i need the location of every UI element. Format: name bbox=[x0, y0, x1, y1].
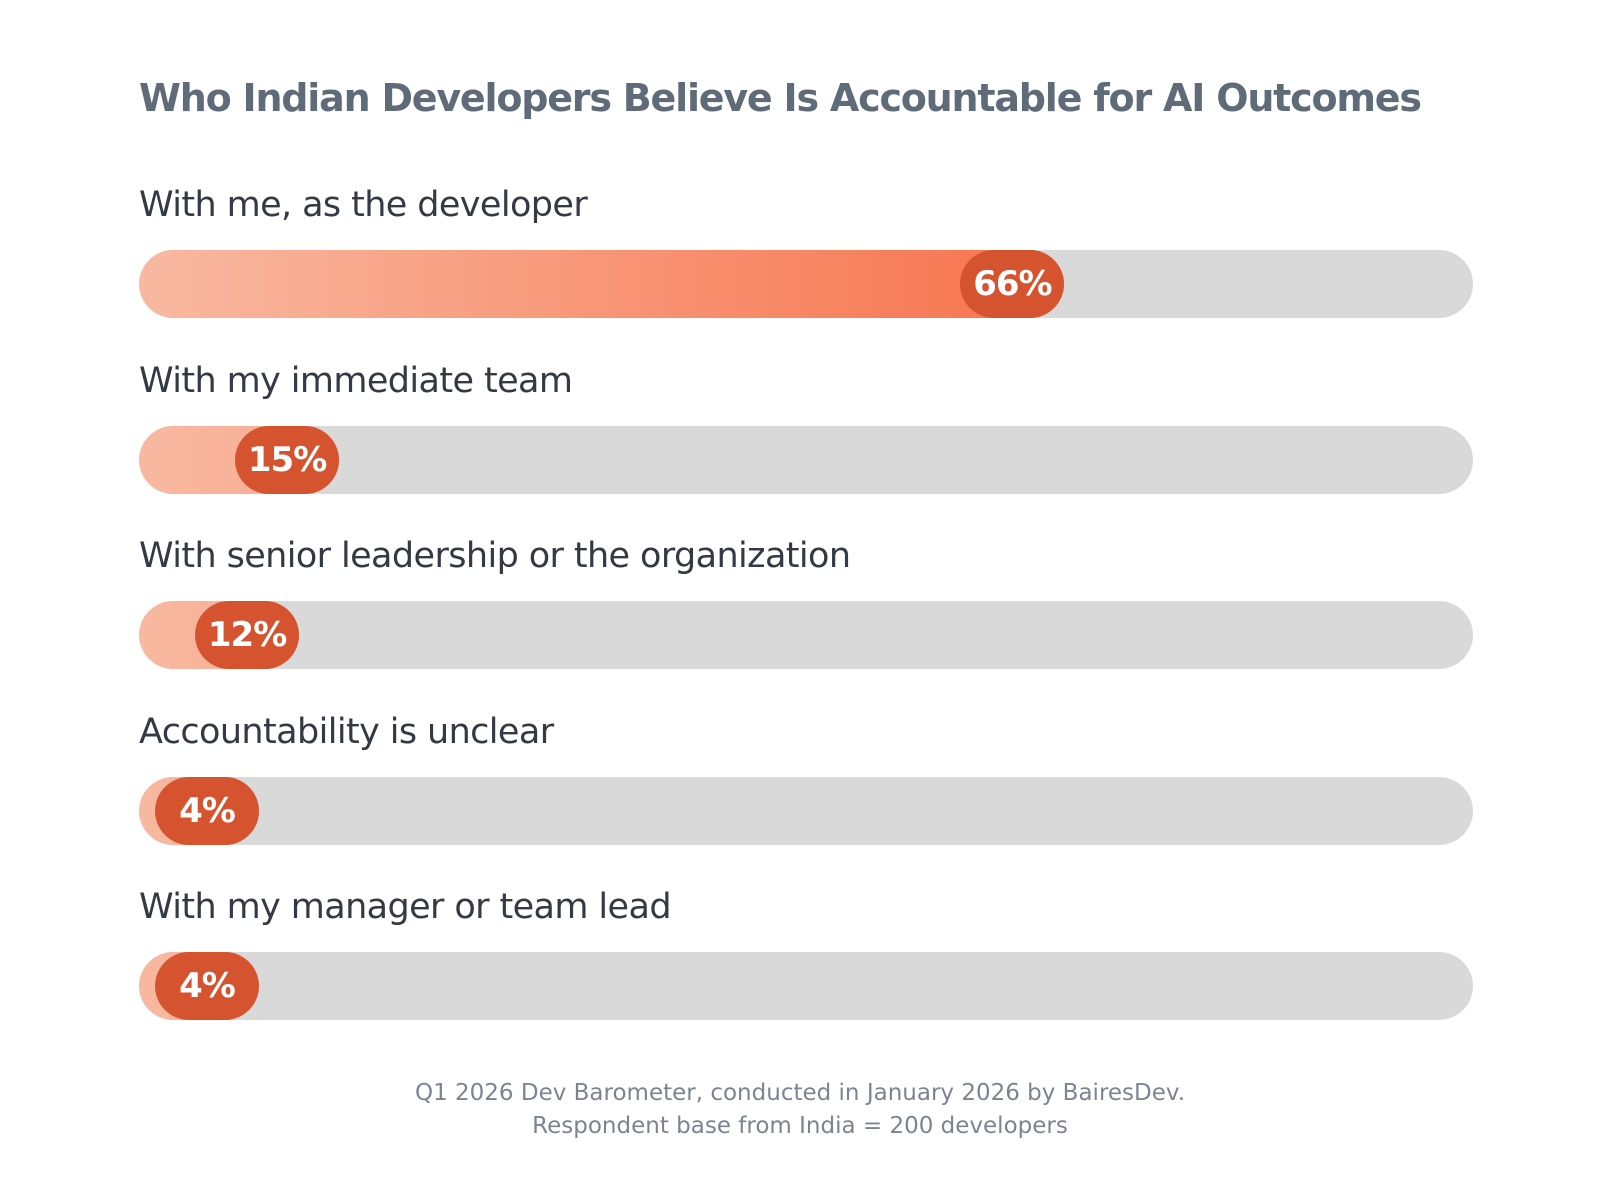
bar-row: With senior leadership or the organizati… bbox=[139, 533, 1473, 669]
category-label: With me, as the developer bbox=[139, 185, 588, 225]
category-label: With my manager or team lead bbox=[139, 887, 672, 927]
bar-track: 12% bbox=[139, 601, 1473, 669]
footer-respondents: Respondent base from India = 200 develop… bbox=[532, 1113, 1068, 1139]
value-label: 4% bbox=[155, 776, 259, 845]
bar-track: 66% bbox=[139, 250, 1473, 318]
category-label: Accountability is unclear bbox=[139, 711, 554, 752]
bar-row: With my manager or team lead 4% bbox=[139, 884, 1473, 1020]
chart-title: Who Indian Developers Believe Is Account… bbox=[139, 76, 1422, 120]
bar-fill bbox=[139, 250, 1065, 318]
bar-track: 4% bbox=[139, 952, 1473, 1020]
bar-row: With me, as the developer 66% bbox=[139, 182, 1473, 318]
value-label: 4% bbox=[155, 952, 259, 1020]
bar-track: 4% bbox=[139, 776, 1473, 845]
value-label: 66% bbox=[960, 250, 1065, 318]
footer-source: Q1 2026 Dev Barometer, conducted in Janu… bbox=[414, 1080, 1186, 1106]
bar-row: Accountability is unclear 4% bbox=[139, 709, 1473, 845]
bar-row: With my immediate team 15% bbox=[139, 358, 1473, 494]
category-label: With senior leadership or the organizati… bbox=[139, 536, 851, 576]
value-label: 15% bbox=[235, 425, 340, 494]
bar-track: 15% bbox=[139, 425, 1473, 494]
value-label: 12% bbox=[195, 601, 300, 669]
category-label: With my immediate team bbox=[139, 360, 573, 401]
